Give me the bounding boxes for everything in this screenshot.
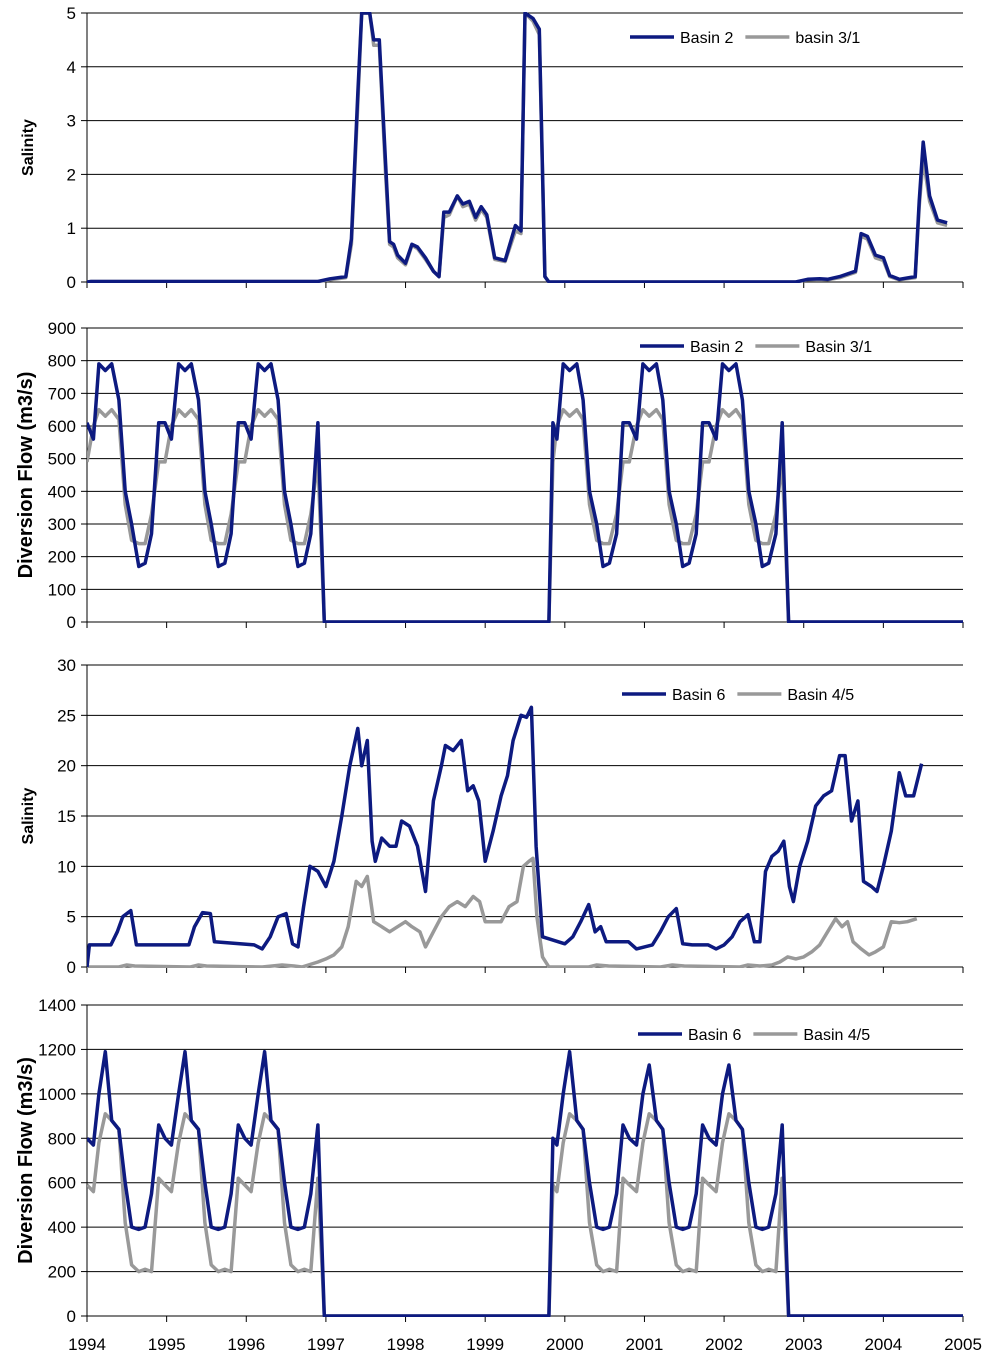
y-tick-label-4-1: 200 [48,1263,76,1282]
y-tick-label-1-0: 0 [67,273,76,292]
y-axis-title-2: Diversion Flow (m3/s) [15,372,37,579]
y-tick-label-4-3: 600 [48,1174,76,1193]
series-line-4-2 [87,1112,963,1317]
y-tick-label-4-4: 800 [48,1129,76,1148]
x-tick-label-0: 1994 [68,1335,106,1354]
y-tick-label-2-6: 600 [48,417,76,436]
y-axis-title-4: Diversion Flow (m3/s) [15,1057,37,1264]
x-tick-label-4: 1998 [387,1335,425,1354]
legend-box-4 [630,1020,965,1048]
y-tick-label-3-0: 0 [67,958,76,977]
legend-label-3-1: Basin 6 [672,687,725,704]
y-tick-label-1-3: 3 [67,112,76,131]
series-line-2-1 [87,362,963,623]
legend-label-4-2: Basin 4/5 [803,1027,870,1044]
y-tick-label-4-6: 1200 [38,1040,76,1059]
y-tick-label-1-1: 1 [67,219,76,238]
x-tick-label-10: 2004 [864,1335,902,1354]
y-tick-label-2-2: 200 [48,548,76,567]
y-axis-title-1: Salinity [20,119,37,176]
x-tick-label-7: 2001 [626,1335,664,1354]
legend-label-4-1: Basin 6 [688,1027,741,1044]
y-tick-label-1-2: 2 [67,165,76,184]
y-tick-label-4-0: 0 [67,1307,76,1326]
y-tick-label-3-5: 25 [57,706,76,725]
y-tick-label-3-6: 30 [57,656,76,675]
y-tick-label-3-2: 10 [57,857,76,876]
y-tick-label-2-7: 700 [48,384,76,403]
x-tick-label-11: 2005 [944,1335,982,1354]
y-tick-label-2-9: 900 [48,319,76,338]
legend-label-1-1: Basin 2 [680,30,733,47]
legend-label-2-1: Basin 2 [690,339,743,356]
series-line-1-1 [87,12,948,283]
y-tick-label-1-4: 4 [67,58,76,77]
x-tick-label-3: 1997 [307,1335,345,1354]
y-tick-label-2-4: 400 [48,482,76,501]
x-tick-label-1: 1995 [148,1335,186,1354]
x-tick-label-6: 2000 [546,1335,584,1354]
legend-label-1-2: basin 3/1 [795,30,860,47]
y-tick-label-4-7: 1400 [38,996,76,1015]
y-tick-label-2-8: 800 [48,352,76,371]
y-axis-title-3: Salinity [20,787,37,844]
y-tick-label-2-5: 500 [48,450,76,469]
x-tick-label-8: 2002 [705,1335,743,1354]
y-tick-label-3-4: 20 [57,757,76,776]
y-tick-label-2-3: 300 [48,515,76,534]
legend-label-2-2: Basin 3/1 [805,339,872,356]
series-line-1-2 [87,12,948,283]
legend-label-3-2: Basin 4/5 [787,687,854,704]
y-tick-label-2-0: 0 [67,613,76,632]
x-tick-label-2: 1996 [227,1335,265,1354]
y-tick-label-4-5: 1000 [38,1085,76,1104]
y-tick-label-2-1: 100 [48,580,76,599]
series-line-3-1 [87,705,924,968]
series-line-2-2 [87,407,963,623]
y-tick-label-4-2: 400 [48,1218,76,1237]
x-tick-label-5: 1999 [466,1335,504,1354]
series-line-3-2 [87,856,918,968]
series-line-4-1 [87,1049,963,1317]
y-tick-label-1-5: 5 [67,4,76,23]
y-tick-label-3-1: 5 [67,908,76,927]
x-tick-label-9: 2003 [785,1335,823,1354]
y-tick-label-3-3: 15 [57,807,76,826]
